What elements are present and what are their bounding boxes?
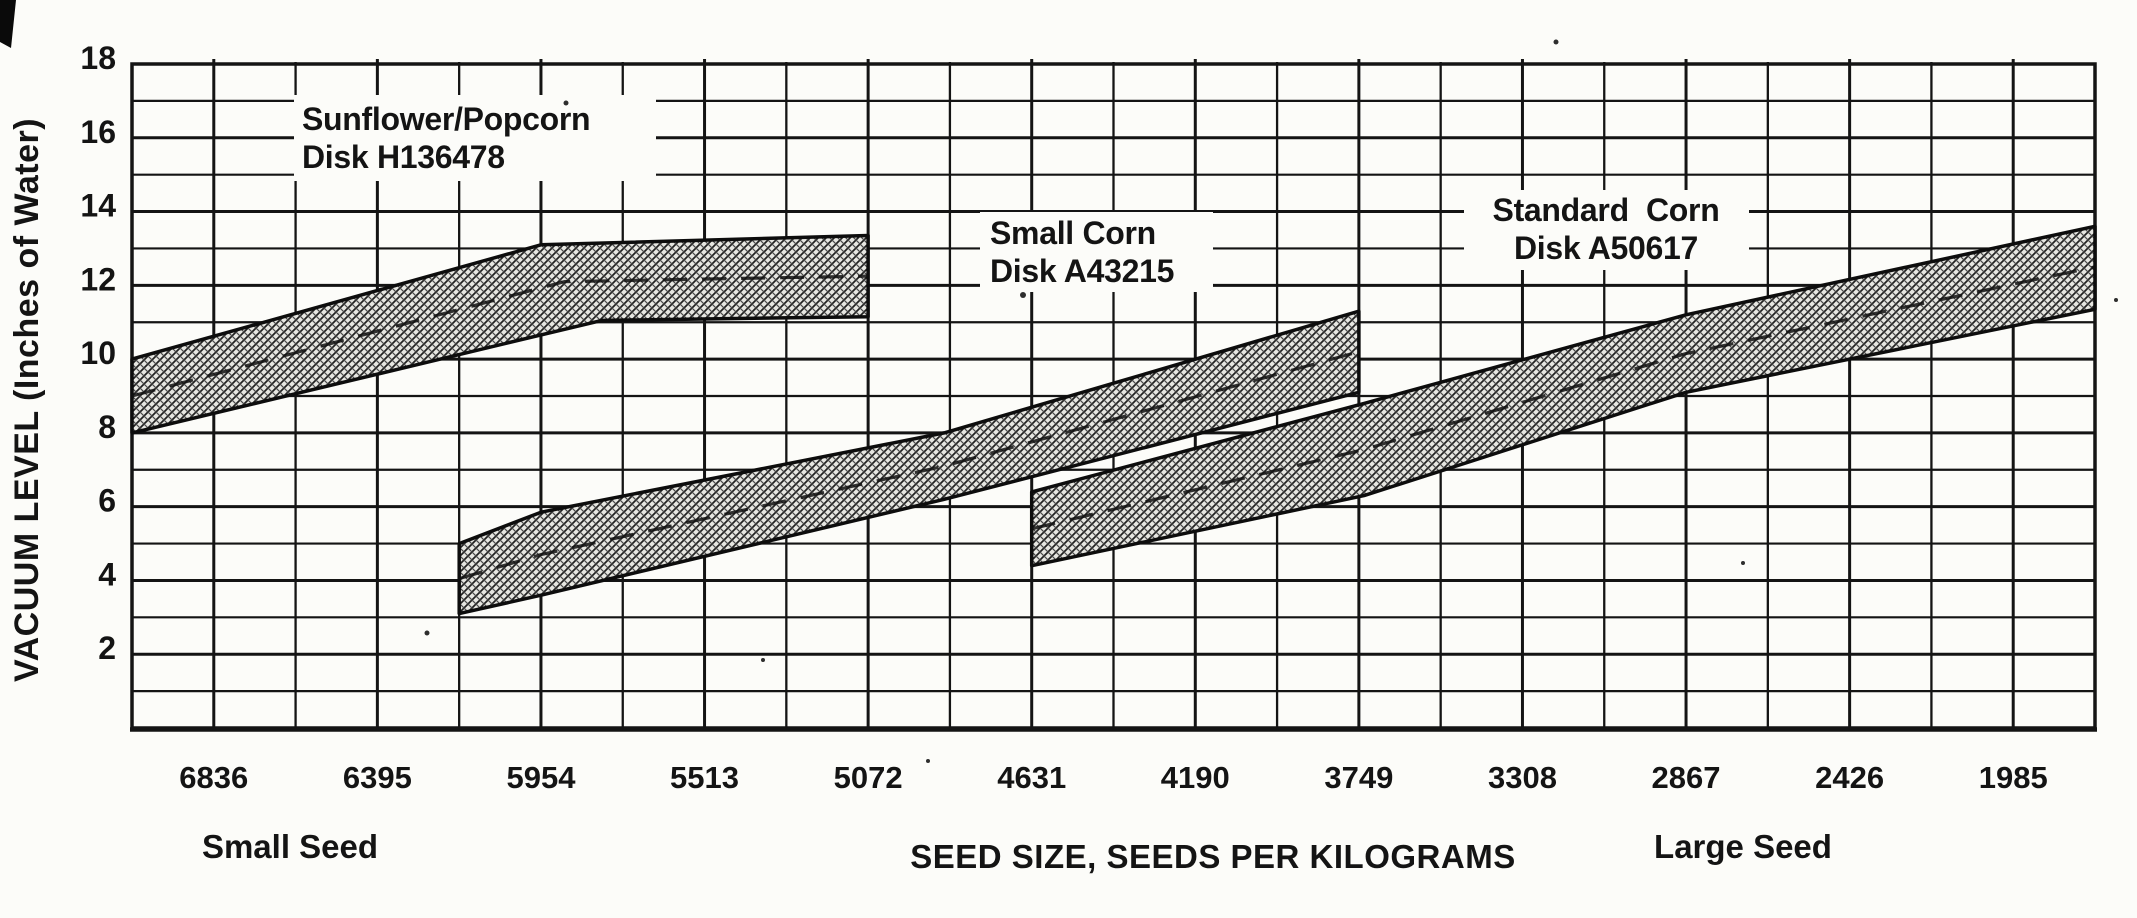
- band-label-box: [980, 212, 1213, 292]
- x-tick-label: 2426: [1815, 760, 1884, 795]
- band-label-box: [1464, 190, 1749, 270]
- x-tick-label: 3749: [1324, 760, 1393, 795]
- x-tick-label: 6836: [179, 760, 248, 795]
- y-tick-label: 16: [80, 114, 116, 150]
- scan-speck: [1553, 39, 1559, 45]
- band-label-name: Sunflower/Popcorn: [302, 101, 590, 137]
- scan-speck: [926, 759, 930, 763]
- x-tick-label: 4631: [997, 760, 1066, 795]
- x-tick-label: 5954: [506, 760, 576, 795]
- band-center-line-disk-a50617: [1031, 265, 2096, 531]
- x-tick-label: 5072: [834, 760, 903, 795]
- band-label-name: Standard Corn: [1493, 192, 1720, 228]
- x-tick-label: 1985: [1979, 760, 2048, 795]
- band-label-disk: Disk A43215: [990, 253, 1174, 289]
- scan-artifact: [0, 0, 16, 48]
- scan-speck: [1020, 292, 1026, 298]
- band-label-name: Small Corn: [990, 215, 1156, 251]
- band-center-line-disk-h136478: [131, 274, 869, 398]
- y-tick-label: 4: [98, 556, 116, 592]
- scan-speck: [761, 658, 765, 662]
- band-standard-corn: [1029, 224, 2097, 568]
- band-label-disk: Disk H136478: [302, 139, 505, 175]
- y-tick-label: 6: [98, 483, 116, 519]
- x-tick-label: 3308: [1488, 760, 1557, 795]
- band-label-box: [294, 95, 656, 181]
- y-tick-label: 14: [80, 188, 116, 224]
- scan-speck: [563, 100, 569, 106]
- x-tick-label: 6395: [343, 760, 412, 795]
- band-sunflower-popcorn: [130, 233, 870, 435]
- y-tick-label: 2: [98, 630, 116, 666]
- band-label-disk: Disk A50617: [1514, 230, 1698, 266]
- y-axis-title: VACUUM LEVEL (Inches of Water): [8, 118, 46, 682]
- band-small-corn: [457, 309, 1361, 616]
- scan-speck: [2114, 298, 2118, 302]
- scan-speck: [1741, 561, 1745, 565]
- x-tick-label: 5513: [670, 760, 739, 795]
- y-tick-label: 10: [80, 335, 116, 371]
- x-axis-title: SEED SIZE, SEEDS PER KILOGRAMS: [910, 838, 1515, 875]
- large-seed-label: Large Seed: [1654, 828, 1832, 865]
- band-center-line-disk-a43215: [458, 350, 1360, 581]
- y-tick-label: 18: [80, 40, 116, 76]
- y-tick-label: 12: [80, 261, 116, 297]
- scan-speck: [424, 630, 430, 636]
- x-tick-label: 4190: [1161, 760, 1230, 795]
- x-tick-label: 2867: [1652, 760, 1721, 795]
- y-tick-label: 8: [98, 409, 116, 445]
- small-seed-label: Small Seed: [202, 828, 378, 865]
